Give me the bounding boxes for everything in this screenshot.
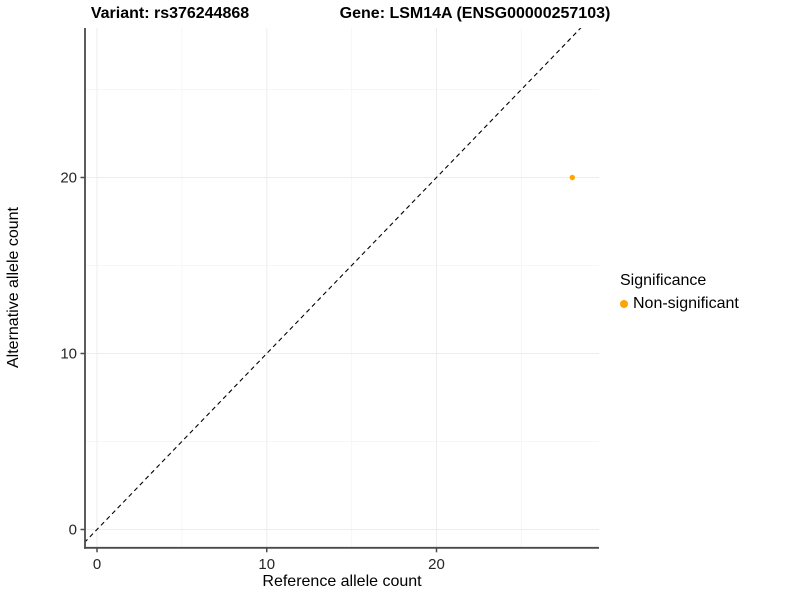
legend-point-icon [620, 300, 628, 308]
y-tick-label: 10 [60, 346, 77, 363]
legend-item-label: Non-significant [633, 295, 739, 312]
geom-layer [85, 28, 582, 543]
legend: Significance Non-significant [620, 272, 739, 314]
y-tick-label: 0 [69, 522, 77, 539]
x-tick-label: 0 [93, 556, 101, 573]
x-tick-label: 20 [428, 556, 445, 573]
plot-title-gene: Gene: LSM14A (ENSG00000257103) [339, 5, 611, 22]
data-point [569, 174, 575, 181]
x-tick-label: 10 [258, 556, 275, 573]
y-tick-label: 20 [60, 170, 77, 187]
x-axis-title: Reference allele count [262, 573, 422, 590]
plot-title-variant: Variant: rs376244868 [90, 5, 250, 22]
legend-item-non-significant: Non-significant [620, 294, 739, 314]
legend-title: Significance [620, 272, 707, 289]
